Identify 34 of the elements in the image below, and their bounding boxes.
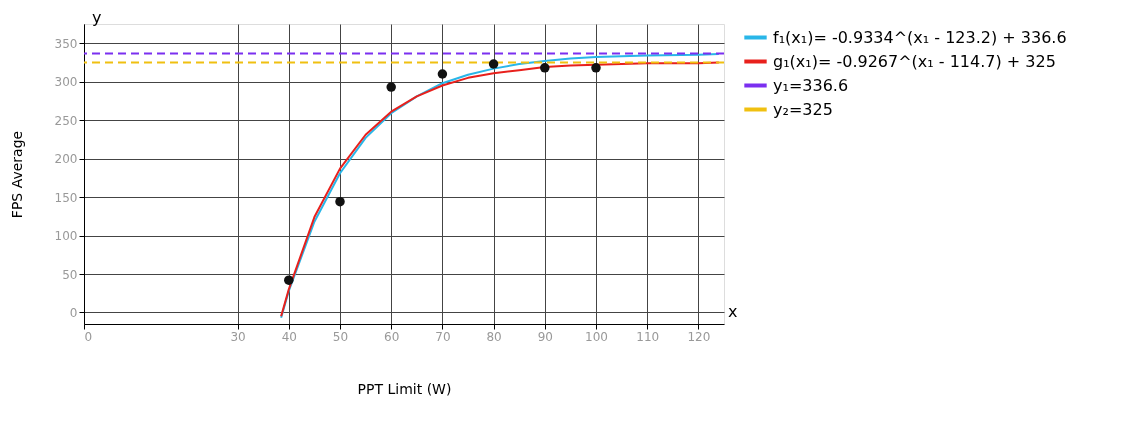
annotation: y xyxy=(92,8,102,27)
x-tick-label: 120 xyxy=(687,329,711,344)
y-tick-label: 100 xyxy=(54,229,78,244)
y-tick-label: 200 xyxy=(54,152,78,167)
x-axis-title: PPT Limit (W) xyxy=(357,380,452,397)
point xyxy=(284,275,294,285)
x-tick-label: 50 xyxy=(332,329,349,344)
legend-label: f₁(x₁)= -0.9334^(x₁ - 123.2) + 336.6 xyxy=(773,27,1067,47)
x-tick-label: 70 xyxy=(435,329,451,344)
legend-label: g₁(x₁)= -0.9267^(x₁ - 114.7) + 325 xyxy=(773,51,1056,71)
legend-label: y₁=336.6 xyxy=(773,75,849,95)
point xyxy=(591,63,601,73)
x-tick-label: 60 xyxy=(384,329,400,344)
x-tick-label: 30 xyxy=(230,329,246,344)
x-tick-label: 80 xyxy=(486,329,502,344)
point xyxy=(540,63,550,73)
legend-label: y₂=325 xyxy=(773,99,833,119)
y-tick-label: 0 xyxy=(69,305,78,320)
x-tick-label: 40 xyxy=(281,329,297,344)
point xyxy=(335,196,345,207)
point xyxy=(488,59,499,69)
y-tick-label: 250 xyxy=(54,113,78,128)
x-tick-label: 100 xyxy=(585,329,608,344)
y-axis-title: FPS Average xyxy=(8,130,25,219)
x-tick-label: 90 xyxy=(537,329,553,344)
point xyxy=(386,82,396,92)
y-tick-label: 150 xyxy=(54,190,78,205)
y-tick-label: 300 xyxy=(54,75,78,90)
x-tick-label: 0 xyxy=(84,329,93,344)
text: x xyxy=(728,302,738,322)
point xyxy=(437,69,448,79)
y-tick-label: 50 xyxy=(62,267,78,282)
x-tick-label: 110 xyxy=(636,329,660,344)
y-tick-label: 350 xyxy=(54,36,78,51)
